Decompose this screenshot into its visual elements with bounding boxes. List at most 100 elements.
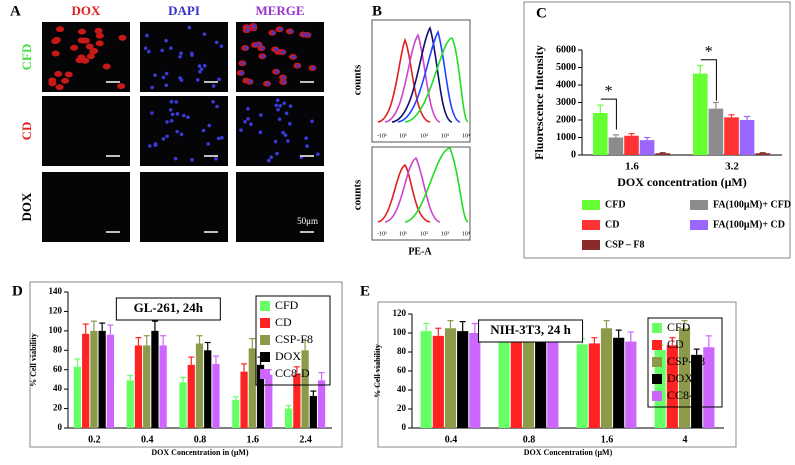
flow-x-tick: 10² bbox=[420, 133, 428, 139]
nucleus bbox=[239, 128, 243, 133]
x-tick-label: 2.4 bbox=[299, 434, 312, 445]
panel-label: D bbox=[12, 283, 23, 299]
legend-label: CD bbox=[667, 337, 684, 351]
nucleus bbox=[164, 38, 168, 43]
legend-swatch bbox=[582, 200, 600, 210]
nucleus bbox=[258, 130, 263, 135]
nucleus bbox=[186, 115, 190, 120]
column-label: MERGE bbox=[255, 3, 304, 18]
nucleus bbox=[196, 78, 200, 82]
x-tick-label: 3.2 bbox=[725, 161, 739, 173]
legend-swatch bbox=[582, 220, 600, 230]
nucleus bbox=[216, 136, 221, 141]
bar bbox=[624, 135, 639, 155]
y-tick-label: 3000 bbox=[556, 97, 576, 108]
nucleus bbox=[243, 120, 247, 124]
chart-title: GL-261, 24h bbox=[134, 300, 204, 315]
y-tick-label: 1000 bbox=[556, 132, 576, 143]
micrograph bbox=[140, 22, 228, 92]
flow-curve bbox=[384, 156, 441, 223]
nucleus bbox=[248, 79, 253, 84]
panel-frame bbox=[377, 301, 737, 448]
cell bbox=[61, 77, 70, 84]
x-tick-label: 0.4 bbox=[445, 434, 458, 445]
bar bbox=[608, 137, 624, 155]
cell bbox=[102, 63, 111, 70]
cell bbox=[70, 44, 79, 51]
scale-bar-label: 50μm bbox=[297, 216, 318, 226]
cell bbox=[78, 28, 87, 35]
cell bbox=[85, 43, 94, 50]
flow-x-tick: 10⁴ bbox=[462, 133, 470, 139]
bar bbox=[98, 330, 106, 428]
nucleus bbox=[161, 75, 166, 80]
y-tick-label: 80 bbox=[53, 344, 63, 354]
x-tick-label: 0.4 bbox=[141, 434, 154, 445]
legend-swatch bbox=[260, 352, 270, 362]
y-tick-label: 0 bbox=[402, 422, 407, 432]
panel-frame bbox=[523, 1, 791, 259]
bar bbox=[204, 350, 212, 428]
nucleus bbox=[275, 70, 279, 74]
nucleus bbox=[201, 128, 206, 133]
nucleus bbox=[254, 43, 258, 47]
flow-x-tick: -10¹ bbox=[377, 133, 387, 139]
flow-curve bbox=[404, 37, 469, 123]
cell bbox=[75, 57, 84, 64]
nucleus bbox=[286, 139, 290, 143]
nucleus bbox=[178, 54, 182, 59]
legend-label: CFD bbox=[275, 298, 299, 312]
legend-swatch bbox=[652, 357, 662, 367]
nucleus bbox=[244, 46, 248, 50]
flow-x-label: PE-A bbox=[408, 246, 432, 257]
bar bbox=[151, 330, 159, 428]
y-tick-label: 120 bbox=[49, 305, 63, 315]
flow-x-tick: 10¹ bbox=[399, 133, 407, 139]
bar bbox=[654, 350, 666, 428]
legend-swatch bbox=[260, 318, 270, 328]
nucleus bbox=[278, 27, 283, 32]
y-tick-label: 40 bbox=[397, 384, 407, 394]
nucleus bbox=[181, 113, 186, 118]
nucleus bbox=[148, 144, 152, 148]
nucleus bbox=[202, 32, 207, 36]
y-tick-label: 140 bbox=[49, 286, 63, 296]
flow-frame bbox=[371, 19, 471, 143]
y-axis-label: % Cell viability bbox=[29, 333, 38, 387]
y-axis-label: % Cell viability bbox=[373, 344, 382, 398]
nucleus bbox=[153, 73, 157, 77]
y-tick-label: 0 bbox=[571, 149, 576, 160]
nucleus bbox=[170, 112, 175, 117]
nucleus bbox=[310, 119, 314, 124]
nucleus bbox=[175, 112, 180, 116]
nucleus bbox=[282, 75, 286, 80]
panel-label: B bbox=[372, 3, 382, 19]
bar bbox=[600, 328, 613, 428]
flow-curve bbox=[377, 163, 431, 223]
y-tick-label: 120 bbox=[393, 308, 407, 318]
bar bbox=[126, 380, 134, 428]
micrograph bbox=[236, 172, 324, 242]
legend-label: CD bbox=[605, 219, 619, 230]
nucleus bbox=[165, 134, 169, 139]
nucleus bbox=[269, 155, 274, 159]
nucleus bbox=[207, 123, 212, 128]
bar bbox=[212, 363, 220, 428]
cell bbox=[95, 40, 104, 47]
x-tick-label: 4 bbox=[683, 434, 688, 445]
bar bbox=[248, 348, 256, 428]
bar bbox=[240, 371, 248, 428]
nucleus bbox=[302, 32, 307, 37]
nucleus bbox=[153, 142, 158, 146]
nucleus bbox=[266, 158, 271, 163]
nucleus bbox=[215, 104, 219, 109]
bar bbox=[187, 364, 195, 428]
y-tick-label: 60 bbox=[397, 365, 407, 375]
cell bbox=[86, 53, 95, 60]
nucleus bbox=[179, 132, 184, 137]
nucleus bbox=[274, 103, 279, 108]
panel-label: E bbox=[360, 283, 370, 299]
legend-label: CSP – F8 bbox=[605, 239, 644, 250]
bar bbox=[739, 120, 755, 155]
cell bbox=[95, 32, 104, 39]
